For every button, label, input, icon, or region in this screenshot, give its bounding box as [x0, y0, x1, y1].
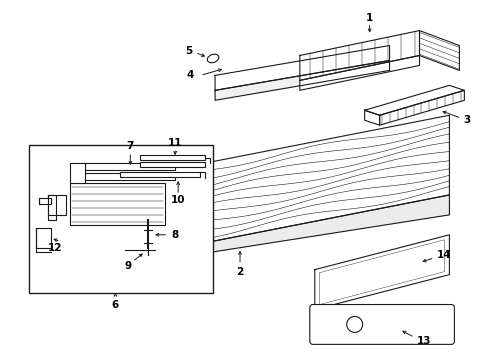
Text: 8: 8 [171, 230, 179, 240]
Polygon shape [70, 163, 85, 183]
Text: 5: 5 [185, 45, 192, 55]
Text: 2: 2 [236, 267, 243, 276]
Polygon shape [215, 45, 389, 90]
Polygon shape [85, 163, 175, 170]
Text: 13: 13 [416, 336, 431, 346]
Ellipse shape [207, 54, 219, 63]
Polygon shape [85, 173, 175, 180]
Polygon shape [36, 228, 50, 248]
Polygon shape [70, 183, 165, 225]
Text: 12: 12 [48, 243, 62, 253]
Text: 7: 7 [126, 141, 134, 151]
Polygon shape [215, 60, 389, 100]
Text: 4: 4 [186, 71, 193, 80]
Text: 10: 10 [171, 195, 185, 205]
Polygon shape [309, 305, 453, 345]
Polygon shape [314, 235, 448, 310]
Polygon shape [120, 172, 200, 177]
Polygon shape [299, 55, 419, 90]
Text: 1: 1 [366, 13, 372, 23]
Polygon shape [39, 198, 50, 204]
Text: 14: 14 [436, 250, 451, 260]
Bar [29, 145, 213, 293]
FancyBboxPatch shape [309, 305, 453, 345]
Polygon shape [419, 31, 458, 71]
Polygon shape [379, 90, 464, 125]
Circle shape [346, 316, 362, 332]
Text: 11: 11 [167, 138, 182, 148]
Polygon shape [140, 162, 204, 167]
Polygon shape [364, 110, 379, 125]
Polygon shape [195, 115, 448, 245]
Polygon shape [364, 85, 464, 115]
Text: 6: 6 [112, 300, 119, 310]
Text: 9: 9 [124, 261, 132, 271]
Polygon shape [140, 155, 204, 160]
Text: 3: 3 [463, 115, 470, 125]
Polygon shape [47, 195, 65, 215]
Polygon shape [299, 31, 419, 80]
Polygon shape [195, 195, 448, 255]
